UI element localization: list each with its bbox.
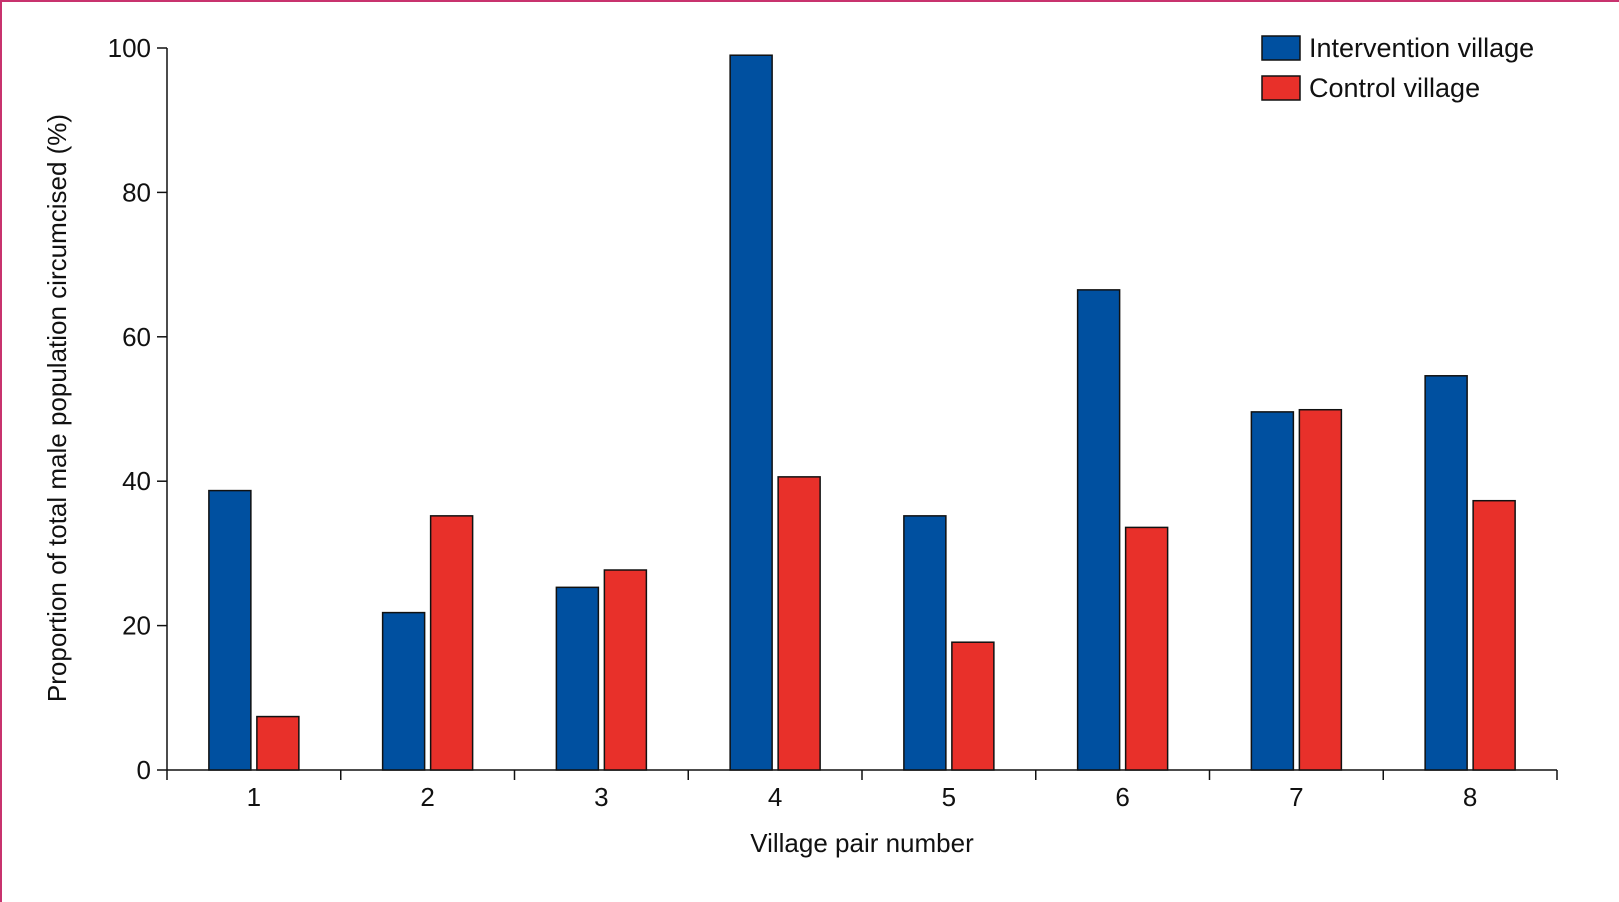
x-axis: 1 2 3 4 5 6 7 8 [166,769,1558,812]
intervention-bar-1 [208,489,252,771]
control-bar-6 [1124,526,1169,771]
x-tick-label: 7 [1289,782,1303,812]
control-bar-5 [951,641,995,771]
intervention-bar-3 [555,586,600,771]
intervention-bar-8 [1424,375,1468,771]
control-bar-8 [1472,499,1516,771]
intervention-bar-4 [729,54,773,771]
control-bar-3 [603,569,648,771]
x-tick-label: 3 [594,782,608,812]
x-tick-label: 8 [1463,782,1477,812]
y-tick-label: 80 [122,177,151,207]
legend-label: Intervention village [1309,33,1534,63]
x-tick-label: 4 [768,782,782,812]
control-bar-2 [429,515,474,771]
intervention-bar-2 [381,611,426,771]
y-tick-label: 60 [122,322,151,352]
intervention-bar-6 [1076,289,1121,771]
legend-swatch [1261,35,1301,61]
y-tick-label: 40 [122,466,151,496]
x-tick-label: 5 [942,782,956,812]
y-tick-label: 100 [108,33,151,63]
legend-swatch [1261,75,1301,101]
legend: Intervention village Control village [1261,33,1534,103]
x-tick-label: 1 [247,782,261,812]
y-axis-title: Proportion of total male population circ… [42,114,72,702]
y-axis: 0 20 40 60 80 100 [108,33,168,785]
intervention-bar-7 [1250,411,1295,771]
control-bar-7 [1298,408,1343,771]
x-tick-label: 6 [1115,782,1129,812]
y-tick-label: 20 [122,611,151,641]
control-bar-4 [777,476,821,771]
bars [208,54,1516,771]
y-tick-label: 0 [137,755,151,785]
x-tick-label: 2 [420,782,434,812]
legend-label: Control village [1309,73,1480,103]
control-bar-1 [256,715,300,771]
intervention-bar-5 [903,515,947,771]
x-axis-title: Village pair number [750,828,974,858]
